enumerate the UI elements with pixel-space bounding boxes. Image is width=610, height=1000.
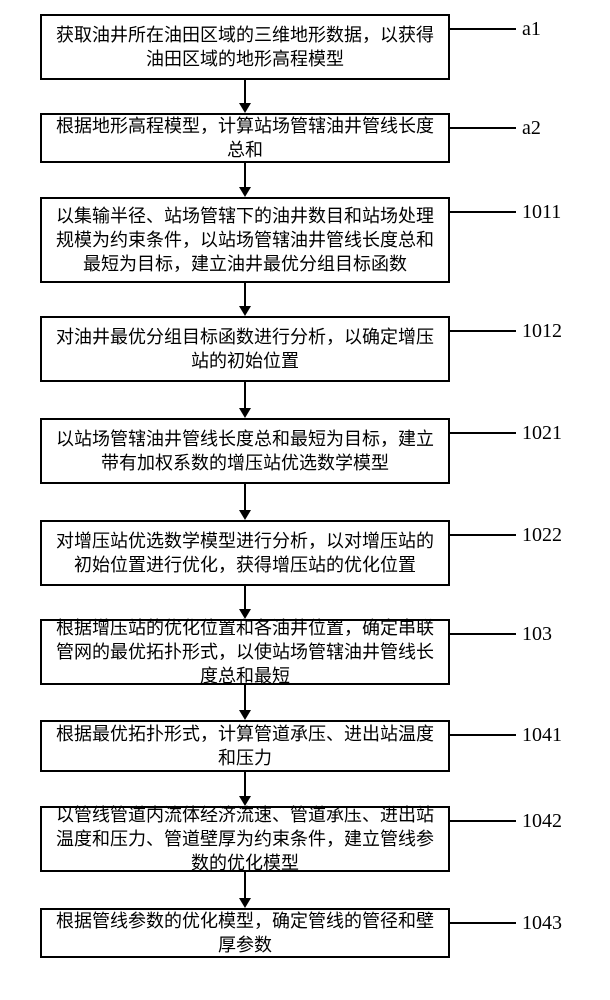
label-connector (450, 633, 516, 635)
flow-label-a1: a1 (522, 18, 541, 41)
flow-label-1012: 1012 (522, 320, 562, 343)
flow-label-1043: 1043 (522, 912, 562, 935)
flow-node-text: 获取油井所在油田区域的三维地形数据，以获得油田区域的地形高程模型 (52, 23, 438, 72)
label-connector (450, 922, 516, 924)
flow-label-a2: a2 (522, 117, 541, 140)
label-connector (450, 432, 516, 434)
label-connector (450, 127, 516, 129)
arrow-down-icon (244, 872, 246, 908)
flow-label-1011: 1011 (522, 201, 561, 224)
arrow-down-icon (244, 163, 246, 197)
flowchart-canvas: 获取油井所在油田区域的三维地形数据，以获得油田区域的地形高程模型 a1 根据地形高程… (0, 0, 610, 1000)
flow-label-1022: 1022 (522, 524, 562, 547)
flow-label-1021: 1021 (522, 422, 562, 445)
flow-label-103: 103 (522, 623, 552, 646)
label-connector (450, 28, 516, 30)
flow-node-text: 根据最优拓扑形式，计算管道承压、进出站温度和压力 (52, 722, 438, 771)
arrow-down-icon (244, 685, 246, 720)
flow-node-text: 根据地形高程模型，计算站场管辖油井管线长度总和 (52, 114, 438, 163)
flow-node-1041: 根据最优拓扑形式，计算管道承压、进出站温度和压力 (40, 720, 450, 772)
flow-node-a1: 获取油井所在油田区域的三维地形数据，以获得油田区域的地形高程模型 (40, 14, 450, 80)
flow-node-1043: 根据管线参数的优化模型，确定管线的管径和壁厚参数 (40, 908, 450, 958)
flow-node-1042: 以管线管道内流体经济流速、管道承压、进出站温度和压力、管道壁厚为约束条件，建立管… (40, 806, 450, 872)
flow-node-1022: 对增压站优选数学模型进行分析，以对增压站的初始位置进行优化，获得增压站的优化位置 (40, 520, 450, 586)
flow-node-text: 根据管线参数的优化模型，确定管线的管径和壁厚参数 (52, 909, 438, 958)
label-connector (450, 820, 516, 822)
label-connector (450, 211, 516, 213)
label-connector (450, 330, 516, 332)
flow-node-text: 根据增压站的优化位置和各油井位置，确定串联管网的最优拓扑形式，以使站场管辖油井管… (52, 616, 438, 689)
arrow-down-icon (244, 772, 246, 806)
flow-node-text: 对油井最优分组目标函数进行分析，以确定增压站的初始位置 (52, 325, 438, 374)
flow-node-1011: 以集输半径、站场管辖下的油井数目和站场处理规模为约束条件，以站场管辖油井管线长度… (40, 197, 450, 283)
arrow-down-icon (244, 586, 246, 619)
flow-node-text: 以集输半径、站场管辖下的油井数目和站场处理规模为约束条件，以站场管辖油井管线长度… (52, 204, 438, 277)
arrow-down-icon (244, 382, 246, 418)
arrow-down-icon (244, 283, 246, 316)
label-connector (450, 534, 516, 536)
flow-label-1041: 1041 (522, 724, 562, 747)
arrow-down-icon (244, 484, 246, 520)
flow-node-1012: 对油井最优分组目标函数进行分析，以确定增压站的初始位置 (40, 316, 450, 382)
flow-node-a2: 根据地形高程模型，计算站场管辖油井管线长度总和 (40, 113, 450, 163)
flow-label-1042: 1042 (522, 810, 562, 833)
label-connector (450, 734, 516, 736)
flow-node-1021: 以站场管辖油井管线长度总和最短为目标，建立带有加权系数的增压站优选数学模型 (40, 418, 450, 484)
flow-node-text: 以管线管道内流体经济流速、管道承压、进出站温度和压力、管道壁厚为约束条件，建立管… (52, 803, 438, 876)
flow-node-103: 根据增压站的优化位置和各油井位置，确定串联管网的最优拓扑形式，以使站场管辖油井管… (40, 619, 450, 685)
flow-node-text: 以站场管辖油井管线长度总和最短为目标，建立带有加权系数的增压站优选数学模型 (52, 427, 438, 476)
flow-node-text: 对增压站优选数学模型进行分析，以对增压站的初始位置进行优化，获得增压站的优化位置 (52, 529, 438, 578)
arrow-down-icon (244, 80, 246, 113)
